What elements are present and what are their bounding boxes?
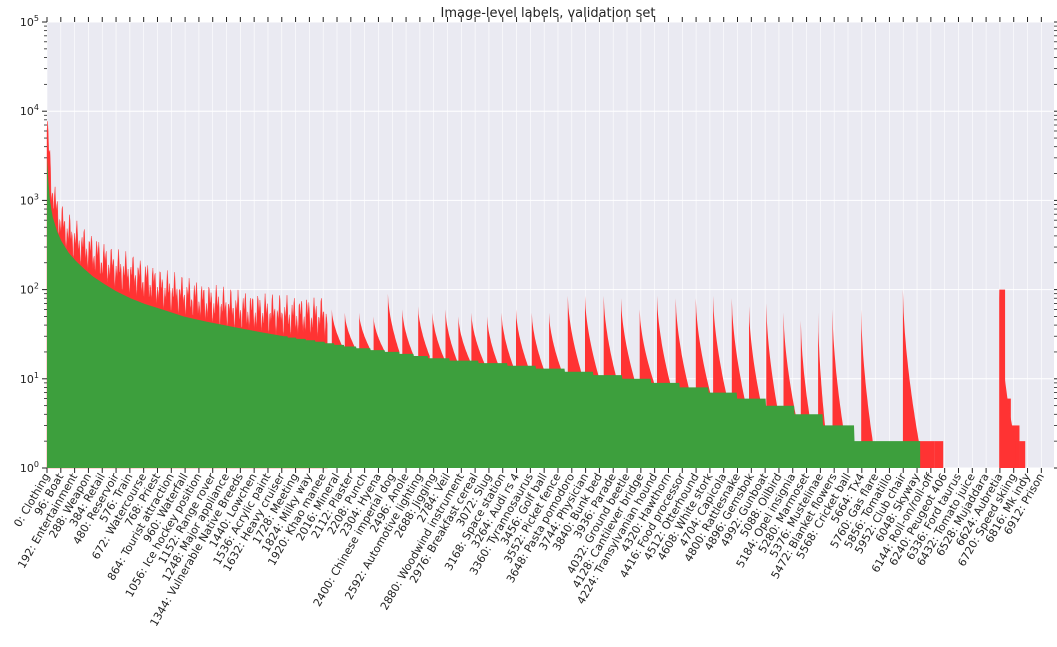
y-tick-label: 101 bbox=[20, 371, 39, 386]
chart-title: Image-level labels, validation set bbox=[441, 6, 656, 21]
red-tail-bar bbox=[934, 441, 944, 468]
red-tail-bar bbox=[1019, 441, 1026, 468]
red-spike bbox=[999, 289, 1016, 468]
red-tail-bar bbox=[917, 441, 935, 468]
red-sawtooth bbox=[861, 309, 873, 468]
green-series bbox=[47, 157, 921, 469]
y-tick-label: 100 bbox=[20, 460, 39, 475]
y-tick-label: 104 bbox=[20, 103, 39, 118]
y-tick-label: 103 bbox=[20, 192, 39, 207]
red-sawtooth bbox=[902, 289, 919, 468]
y-tick-label: 102 bbox=[20, 282, 39, 297]
bars bbox=[46, 121, 1026, 469]
y-tick-label: 105 bbox=[20, 14, 39, 29]
